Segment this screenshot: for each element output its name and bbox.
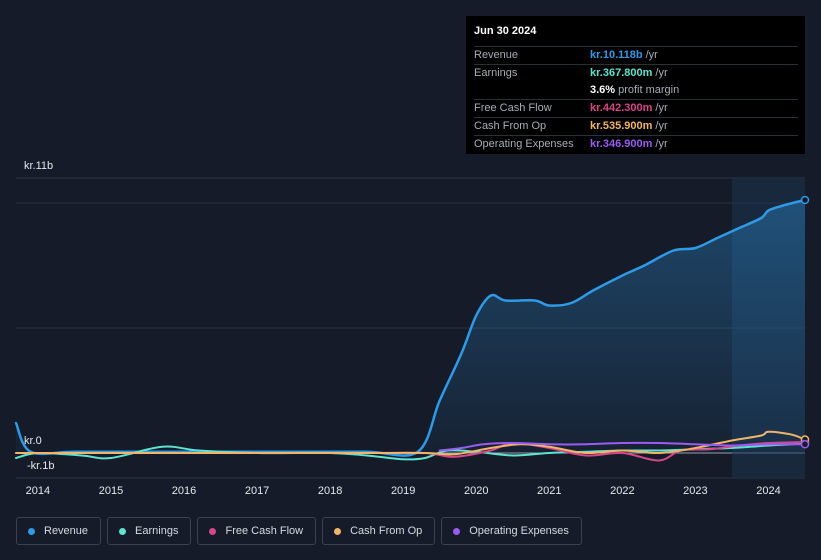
revenue-area-fill (16, 200, 805, 456)
series-end-marker (800, 440, 810, 449)
tooltip-row: 3.6% profit margin (474, 82, 798, 99)
x-tick-label: 2018 (317, 485, 343, 497)
tooltip-row-value: kr.442.300m (590, 102, 653, 114)
tooltip-row: Cash From Op kr.535.900m/yr (474, 117, 798, 135)
x-tick-label: 2024 (756, 485, 781, 497)
x-tick-label: 2020 (464, 485, 489, 497)
series-end-marker (800, 195, 810, 205)
tooltip-row-unit: /yr (655, 138, 668, 150)
legend-label: Operating Expenses (469, 525, 569, 537)
revenue-area (16, 200, 805, 456)
tooltip-row-label (474, 82, 590, 99)
tooltip-date: Jun 30 2024 (474, 25, 537, 37)
tooltip-row-value: kr.535.900m (590, 120, 653, 132)
tooltip-row-value: kr.346.900m (590, 138, 653, 150)
end-markers (800, 195, 810, 449)
legend-item[interactable]: Revenue (16, 517, 102, 545)
y-axis-top-label: kr.11b (24, 160, 54, 172)
x-tick-label: 2015 (98, 485, 124, 497)
series-line-operating-expenses (438, 441, 806, 452)
tooltip-row-unit: /yr (655, 67, 668, 79)
series-lines (14, 198, 807, 462)
tooltip-row: Revenue kr.10.118b/yr (474, 46, 798, 64)
legend-label: Free Cash Flow (225, 525, 304, 537)
tooltip-row-value: 3.6% (590, 84, 616, 96)
tooltip-row-label: Cash From Op (474, 120, 547, 132)
tooltip-row-label: Free Cash Flow (474, 102, 552, 114)
tooltip-row-unit: profit margin (618, 84, 680, 96)
tooltip-row-unit: /yr (645, 49, 658, 61)
tooltip-row: Operating Expenses kr.346.900m/yr (474, 135, 798, 153)
x-tick-label: 2017 (244, 485, 270, 497)
tooltip-row-label: Operating Expenses (474, 138, 574, 150)
legend-label: Revenue (44, 525, 89, 537)
legend-item[interactable]: Operating Expenses (441, 517, 582, 545)
legend-item[interactable]: Earnings (107, 517, 192, 545)
legend-item[interactable]: Free Cash Flow (197, 517, 317, 545)
x-tick-label: 2022 (610, 485, 635, 497)
tooltip-row-unit: /yr (655, 102, 668, 114)
x-tick-label: 2019 (390, 485, 416, 497)
legend-dot-icon (334, 527, 342, 535)
tooltip-row: Free Cash Flow kr.442.300m/yr (474, 99, 798, 117)
tooltip-row: Earnings kr.367.800m/yr (474, 64, 798, 82)
x-tick-label: 2014 (25, 485, 51, 497)
tooltip-row-label: Earnings (474, 67, 518, 79)
legend-item[interactable]: Cash From Op (322, 517, 436, 545)
legend-dot-icon (453, 527, 461, 535)
legend-dot-icon (119, 527, 127, 535)
tooltip-row-unit: /yr (655, 120, 668, 132)
x-tick-label: 2023 (683, 485, 708, 497)
x-tick-label: 2021 (537, 485, 562, 497)
chart-legend: Revenue Earnings Free Cash Flow Cash From O… (16, 517, 582, 545)
tooltip-row-label: Revenue (474, 49, 519, 61)
data-tooltip: Jun 30 2024 Revenue kr.10.118b/yr Earnings… (466, 16, 805, 154)
legend-label: Cash From Op (350, 525, 423, 537)
tooltip-row-value: kr.10.118b (590, 49, 643, 61)
legend-dot-icon (209, 527, 217, 535)
y-axis-neg-label: -kr.1b (27, 460, 55, 472)
y-axis-zero-label: kr.0 (24, 435, 42, 447)
legend-dot-icon (28, 527, 35, 535)
x-tick-label: 2016 (171, 485, 197, 497)
legend-label: Earnings (135, 525, 179, 537)
tooltip-row-value: kr.367.800m (590, 67, 653, 79)
